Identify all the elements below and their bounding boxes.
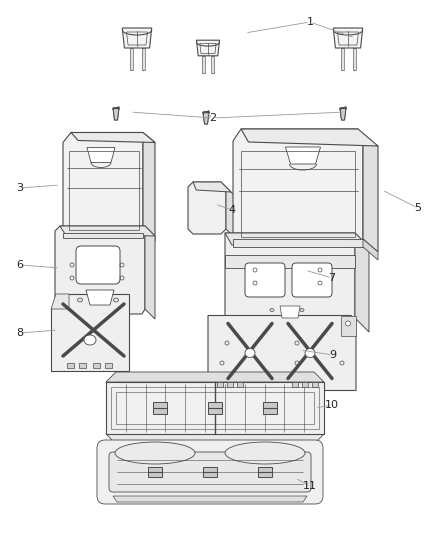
Text: 8: 8 <box>17 328 24 338</box>
Bar <box>67 363 74 368</box>
Polygon shape <box>106 434 324 444</box>
Polygon shape <box>280 306 300 318</box>
Bar <box>105 363 112 368</box>
Polygon shape <box>203 112 209 124</box>
Polygon shape <box>233 239 363 247</box>
Polygon shape <box>226 187 234 237</box>
FancyBboxPatch shape <box>109 452 311 492</box>
Text: 4: 4 <box>229 205 236 215</box>
Polygon shape <box>225 233 355 323</box>
Polygon shape <box>63 133 143 238</box>
Polygon shape <box>106 382 324 434</box>
Polygon shape <box>258 467 272 477</box>
Text: 5: 5 <box>414 203 421 213</box>
Polygon shape <box>225 255 355 268</box>
Bar <box>227 382 233 386</box>
Polygon shape <box>340 48 343 70</box>
Polygon shape <box>113 496 307 502</box>
Polygon shape <box>143 133 155 241</box>
Polygon shape <box>208 316 356 391</box>
Polygon shape <box>51 294 69 309</box>
FancyBboxPatch shape <box>245 263 285 297</box>
Polygon shape <box>363 239 378 260</box>
Text: 6: 6 <box>17 260 24 270</box>
Polygon shape <box>86 290 114 305</box>
Polygon shape <box>60 226 155 236</box>
FancyBboxPatch shape <box>97 440 323 504</box>
Text: 10: 10 <box>325 400 339 410</box>
Polygon shape <box>203 467 217 477</box>
Bar <box>92 363 99 368</box>
Polygon shape <box>63 232 143 238</box>
Ellipse shape <box>225 442 305 464</box>
Polygon shape <box>51 294 129 371</box>
FancyBboxPatch shape <box>292 263 332 297</box>
Polygon shape <box>340 108 346 120</box>
Polygon shape <box>148 467 162 477</box>
Polygon shape <box>225 233 369 247</box>
Ellipse shape <box>305 349 315 358</box>
Bar <box>292 382 298 386</box>
Polygon shape <box>145 226 155 319</box>
Polygon shape <box>340 108 346 120</box>
Polygon shape <box>188 182 226 234</box>
Polygon shape <box>203 112 209 124</box>
Polygon shape <box>87 148 115 163</box>
Bar <box>312 382 318 386</box>
Polygon shape <box>55 226 145 314</box>
Ellipse shape <box>78 298 82 302</box>
Polygon shape <box>353 48 356 70</box>
Polygon shape <box>355 233 369 332</box>
FancyBboxPatch shape <box>76 246 120 284</box>
Bar <box>237 382 243 386</box>
Polygon shape <box>286 147 321 164</box>
Ellipse shape <box>346 321 350 326</box>
Polygon shape <box>71 133 155 142</box>
Ellipse shape <box>245 349 255 358</box>
Text: 2: 2 <box>209 113 216 123</box>
Bar <box>302 382 308 386</box>
Ellipse shape <box>84 335 96 345</box>
Text: 1: 1 <box>307 17 314 27</box>
Polygon shape <box>233 129 363 247</box>
Ellipse shape <box>300 309 304 311</box>
Ellipse shape <box>270 309 274 311</box>
Text: 7: 7 <box>328 273 336 283</box>
Text: 3: 3 <box>17 183 24 193</box>
Polygon shape <box>113 108 119 120</box>
Polygon shape <box>241 129 378 146</box>
Polygon shape <box>122 28 152 48</box>
Polygon shape <box>363 141 378 252</box>
Bar <box>78 363 85 368</box>
Polygon shape <box>141 48 145 70</box>
Polygon shape <box>130 48 133 70</box>
Polygon shape <box>197 40 219 56</box>
Polygon shape <box>341 316 356 335</box>
Polygon shape <box>106 372 324 382</box>
Text: 9: 9 <box>329 350 336 360</box>
Polygon shape <box>202 56 205 73</box>
Text: 11: 11 <box>303 481 317 491</box>
Polygon shape <box>193 182 231 192</box>
Ellipse shape <box>113 298 119 302</box>
Ellipse shape <box>115 442 195 464</box>
Bar <box>217 382 223 386</box>
Polygon shape <box>208 402 222 414</box>
Polygon shape <box>211 56 214 73</box>
Polygon shape <box>113 108 119 120</box>
Polygon shape <box>263 402 277 414</box>
Polygon shape <box>153 402 167 414</box>
Polygon shape <box>333 28 363 48</box>
